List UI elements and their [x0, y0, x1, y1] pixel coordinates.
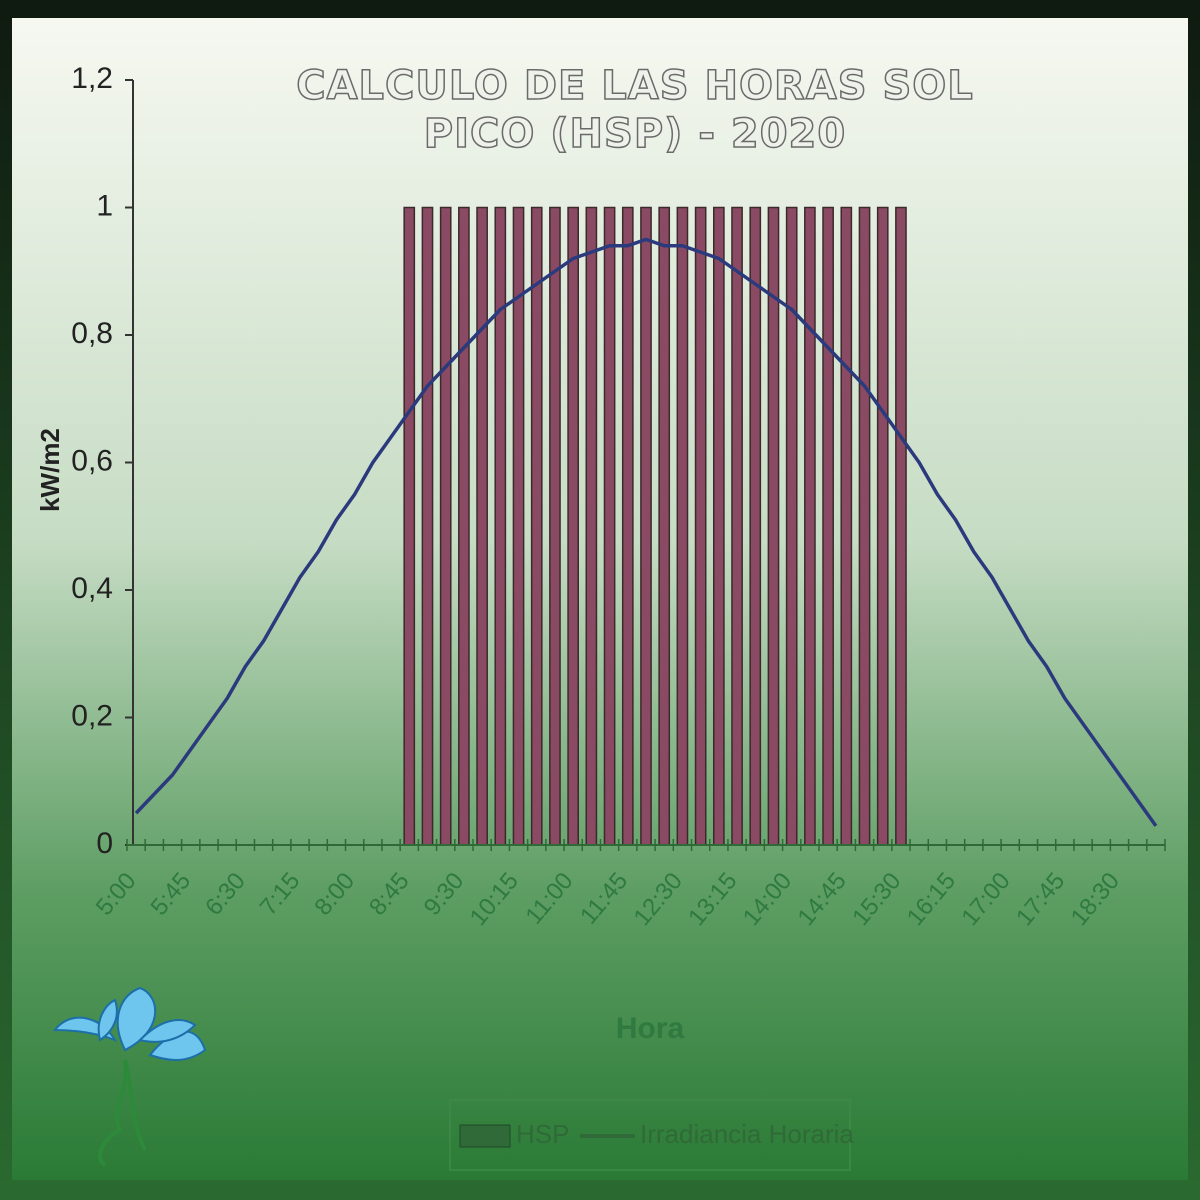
bar: [749, 206, 762, 846]
bar: [530, 206, 543, 846]
bar: [785, 206, 798, 846]
legend-swatch: [459, 1124, 511, 1148]
bar: [421, 206, 434, 846]
bar: [822, 206, 834, 846]
bar: [694, 206, 707, 846]
y-tick-label: 0,6: [71, 444, 113, 477]
bar: [876, 206, 889, 846]
bar: [403, 206, 416, 846]
bar: [658, 206, 671, 846]
legend-label: HSP: [516, 1119, 569, 1149]
bar: [804, 206, 816, 846]
line: [134, 237, 1158, 827]
bar: [494, 206, 507, 846]
bar: [458, 206, 470, 846]
bar: [585, 206, 598, 846]
y-axis-title: kW/m2: [35, 428, 65, 512]
bar: [603, 206, 616, 846]
y-tick-label: 0,4: [71, 572, 113, 605]
bar: [439, 206, 452, 846]
legend-label: Irradiancia Horaria: [640, 1119, 854, 1149]
bar: [676, 206, 689, 846]
background: [12, 18, 1188, 1180]
bar: [767, 206, 780, 846]
bar: [640, 206, 652, 846]
bar: [731, 206, 743, 846]
y-tick-label: 0,8: [71, 317, 113, 350]
bar: [712, 206, 725, 846]
bar: [549, 206, 561, 846]
y-tick-label: 0,2: [71, 699, 113, 732]
x-axis-title: Hora: [616, 1012, 685, 1045]
y-tick-label: 1: [96, 189, 113, 222]
bar: [840, 206, 853, 846]
bar: [512, 206, 525, 846]
bar: [567, 206, 580, 846]
logo: [52, 986, 207, 1167]
bar: [476, 206, 488, 846]
bar: [895, 206, 907, 846]
bar: [621, 206, 634, 846]
bar: [858, 206, 871, 846]
chart-title: CALCULO DE LAS HORAS SOL PICO (HSP) - 20…: [295, 62, 974, 158]
y-tick-label: 0: [96, 827, 113, 860]
y-tick-label: 1,2: [71, 62, 113, 95]
legend-box: [449, 1099, 851, 1171]
legend: HSP Irradiancia Horaria: [449, 1099, 854, 1171]
